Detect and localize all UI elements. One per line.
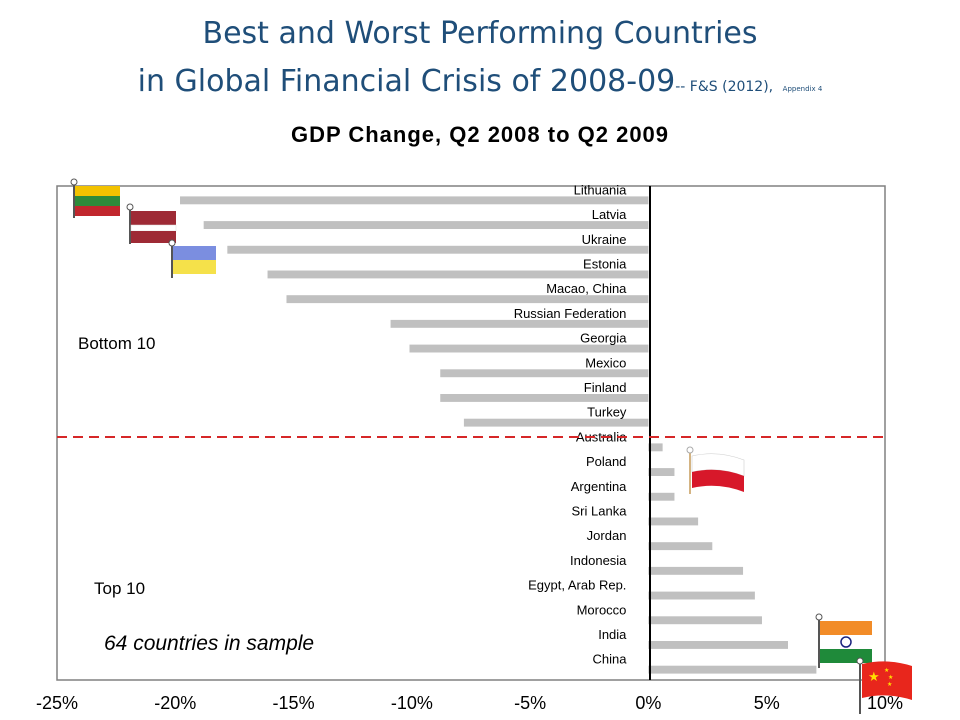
bar-egypt-arab-rep- [648,591,755,600]
bar-india [648,640,789,649]
category-label: Lithuania [574,182,628,197]
bar-ukraine [227,245,649,254]
bar-finland [440,393,649,402]
category-label: India [598,627,627,642]
category-labels-group: Lithuania Latvia Ukraine Estonia Macao, Chin… [514,182,628,666]
bar-latvia [203,221,649,230]
svg-text:★: ★ [884,667,889,674]
bottom-10-label: Bottom 10 [78,334,156,353]
category-label: Latvia [592,207,627,222]
category-label: Jordan [587,528,627,543]
bar-sri-lanka [648,517,699,526]
bar-jordan [648,542,713,551]
category-label: Morocco [577,602,627,617]
x-tick-label: -5% [514,693,546,713]
ukraine-flag [168,239,216,278]
slide-title-main: in Global Financial Crisis of 2008-09 [137,64,676,99]
x-tick-label: 5% [754,693,780,713]
category-label: Egypt, Arab Rep. [528,578,626,593]
category-label: Poland [586,454,626,469]
bar-macao-china [286,295,649,304]
category-label: Indonesia [570,553,627,568]
bar-china [648,665,817,674]
bar-turkey [463,418,649,427]
latvia-flag [126,203,177,244]
category-label: Russian Federation [514,306,627,321]
bar-morocco [648,616,762,625]
chart-title: GDP Change, Q2 2008 to Q2 2009 [290,122,670,147]
x-tick-label: -10% [391,693,433,713]
slide-title-line1: Best and Worst Performing Countries [202,16,758,51]
bar-australia [648,443,663,452]
category-label: Macao, China [546,281,627,296]
category-label: Estonia [583,256,627,271]
slide-title-citation: -- F&S (2012), [675,79,774,95]
category-label: Turkey [587,405,627,420]
category-label: Mexico [585,355,626,370]
sample-size-note: 64 countries in sample [104,632,314,655]
x-tick-label: 0% [635,693,661,713]
bar-lithuania [180,196,649,205]
bar-russian-federation [390,319,649,328]
top-10-label: Top 10 [94,579,145,598]
plot-area-frame [56,185,886,681]
india-flag [815,613,872,668]
category-label: China [592,652,627,667]
x-axis-ticks-group: -25% -20% -15% -10% -5% 0% 5% 10% [36,693,903,713]
category-label: Georgia [580,331,627,346]
bar-georgia [409,344,649,353]
bar-estonia [267,270,649,279]
svg-text:★: ★ [888,674,893,681]
category-label: Ukraine [582,232,627,247]
x-tick-label: -25% [36,693,78,713]
bar-poland [648,468,675,477]
bar-mexico [440,369,649,378]
svg-text:★: ★ [868,670,880,685]
category-label: Argentina [571,479,627,494]
china-flag: ★ ★ ★ ★ [856,657,912,714]
bars-group [180,196,817,674]
slide-title-line2: in Global Financial Crisis of 2008-09-- … [0,64,960,99]
poland-flag [686,446,745,494]
lithuania-flag [70,178,120,218]
category-label: Sri Lanka [572,503,628,518]
bar-indonesia [648,566,744,575]
x-tick-label: -20% [154,693,196,713]
bar-argentina [648,492,675,501]
x-tick-label: 10% [867,693,903,713]
x-tick-label: -15% [273,693,315,713]
category-label: Finland [584,380,627,395]
slide-title-appendix: Appendix 4 [782,85,823,93]
svg-text:★: ★ [887,681,892,688]
